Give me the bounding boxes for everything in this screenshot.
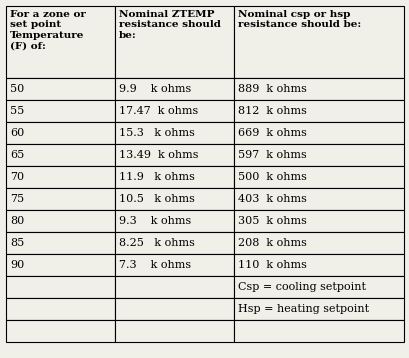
Bar xyxy=(6,166,115,188)
Bar xyxy=(115,78,234,100)
Bar xyxy=(115,298,234,320)
Bar xyxy=(115,166,234,188)
Text: 669  k ohms: 669 k ohms xyxy=(238,128,306,138)
Text: 9.9    k ohms: 9.9 k ohms xyxy=(119,84,191,94)
Text: 50: 50 xyxy=(10,84,24,94)
Text: 85: 85 xyxy=(10,238,24,248)
Bar xyxy=(115,144,234,166)
Bar xyxy=(234,298,403,320)
Text: 812  k ohms: 812 k ohms xyxy=(238,106,306,116)
Bar xyxy=(6,210,115,232)
Text: 90: 90 xyxy=(10,260,24,270)
Text: 11.9   k ohms: 11.9 k ohms xyxy=(119,172,195,182)
Bar xyxy=(234,276,403,298)
Text: 70: 70 xyxy=(10,172,24,182)
Bar xyxy=(115,210,234,232)
Text: Nominal ZTEMP
resistance should
be:: Nominal ZTEMP resistance should be: xyxy=(119,10,220,40)
Bar xyxy=(234,78,403,100)
Bar xyxy=(6,188,115,210)
Text: Nominal csp or hsp
resistance should be:: Nominal csp or hsp resistance should be: xyxy=(238,10,361,29)
Bar xyxy=(115,122,234,144)
Bar xyxy=(234,188,403,210)
Bar xyxy=(115,100,234,122)
Bar xyxy=(6,6,115,78)
Bar xyxy=(234,254,403,276)
Bar xyxy=(115,6,234,78)
Text: 110  k ohms: 110 k ohms xyxy=(238,260,306,270)
Text: 75: 75 xyxy=(10,194,24,204)
Text: 403  k ohms: 403 k ohms xyxy=(238,194,306,204)
Bar xyxy=(6,100,115,122)
Bar xyxy=(115,254,234,276)
Bar xyxy=(6,78,115,100)
Text: 9.3    k ohms: 9.3 k ohms xyxy=(119,216,191,226)
Bar xyxy=(115,188,234,210)
Bar xyxy=(234,6,403,78)
Text: 500  k ohms: 500 k ohms xyxy=(238,172,306,182)
Text: For a zone or
set point
Temperature
(F) of:: For a zone or set point Temperature (F) … xyxy=(10,10,85,50)
Text: 17.47  k ohms: 17.47 k ohms xyxy=(119,106,198,116)
Text: 305  k ohms: 305 k ohms xyxy=(238,216,306,226)
Bar xyxy=(234,232,403,254)
Bar xyxy=(115,320,234,342)
Text: 597  k ohms: 597 k ohms xyxy=(238,150,306,160)
Bar xyxy=(6,254,115,276)
Bar xyxy=(234,100,403,122)
Bar xyxy=(234,144,403,166)
Text: 208  k ohms: 208 k ohms xyxy=(238,238,306,248)
Text: 10.5   k ohms: 10.5 k ohms xyxy=(119,194,195,204)
Bar xyxy=(115,232,234,254)
Text: Hsp = heating setpoint: Hsp = heating setpoint xyxy=(238,304,369,314)
Text: 60: 60 xyxy=(10,128,24,138)
Bar xyxy=(6,122,115,144)
Text: 889  k ohms: 889 k ohms xyxy=(238,84,306,94)
Text: 7.3    k ohms: 7.3 k ohms xyxy=(119,260,191,270)
Text: 13.49  k ohms: 13.49 k ohms xyxy=(119,150,198,160)
Text: 65: 65 xyxy=(10,150,24,160)
Text: 8.25   k ohms: 8.25 k ohms xyxy=(119,238,195,248)
Bar xyxy=(234,210,403,232)
Bar xyxy=(6,320,115,342)
Bar xyxy=(6,276,115,298)
Bar xyxy=(115,276,234,298)
Bar xyxy=(234,122,403,144)
Text: 80: 80 xyxy=(10,216,24,226)
Bar xyxy=(6,298,115,320)
Text: Csp = cooling setpoint: Csp = cooling setpoint xyxy=(238,282,365,292)
Bar xyxy=(234,320,403,342)
Bar xyxy=(234,166,403,188)
Bar xyxy=(6,144,115,166)
Text: 15.3   k ohms: 15.3 k ohms xyxy=(119,128,195,138)
Text: 55: 55 xyxy=(10,106,24,116)
Bar xyxy=(6,232,115,254)
